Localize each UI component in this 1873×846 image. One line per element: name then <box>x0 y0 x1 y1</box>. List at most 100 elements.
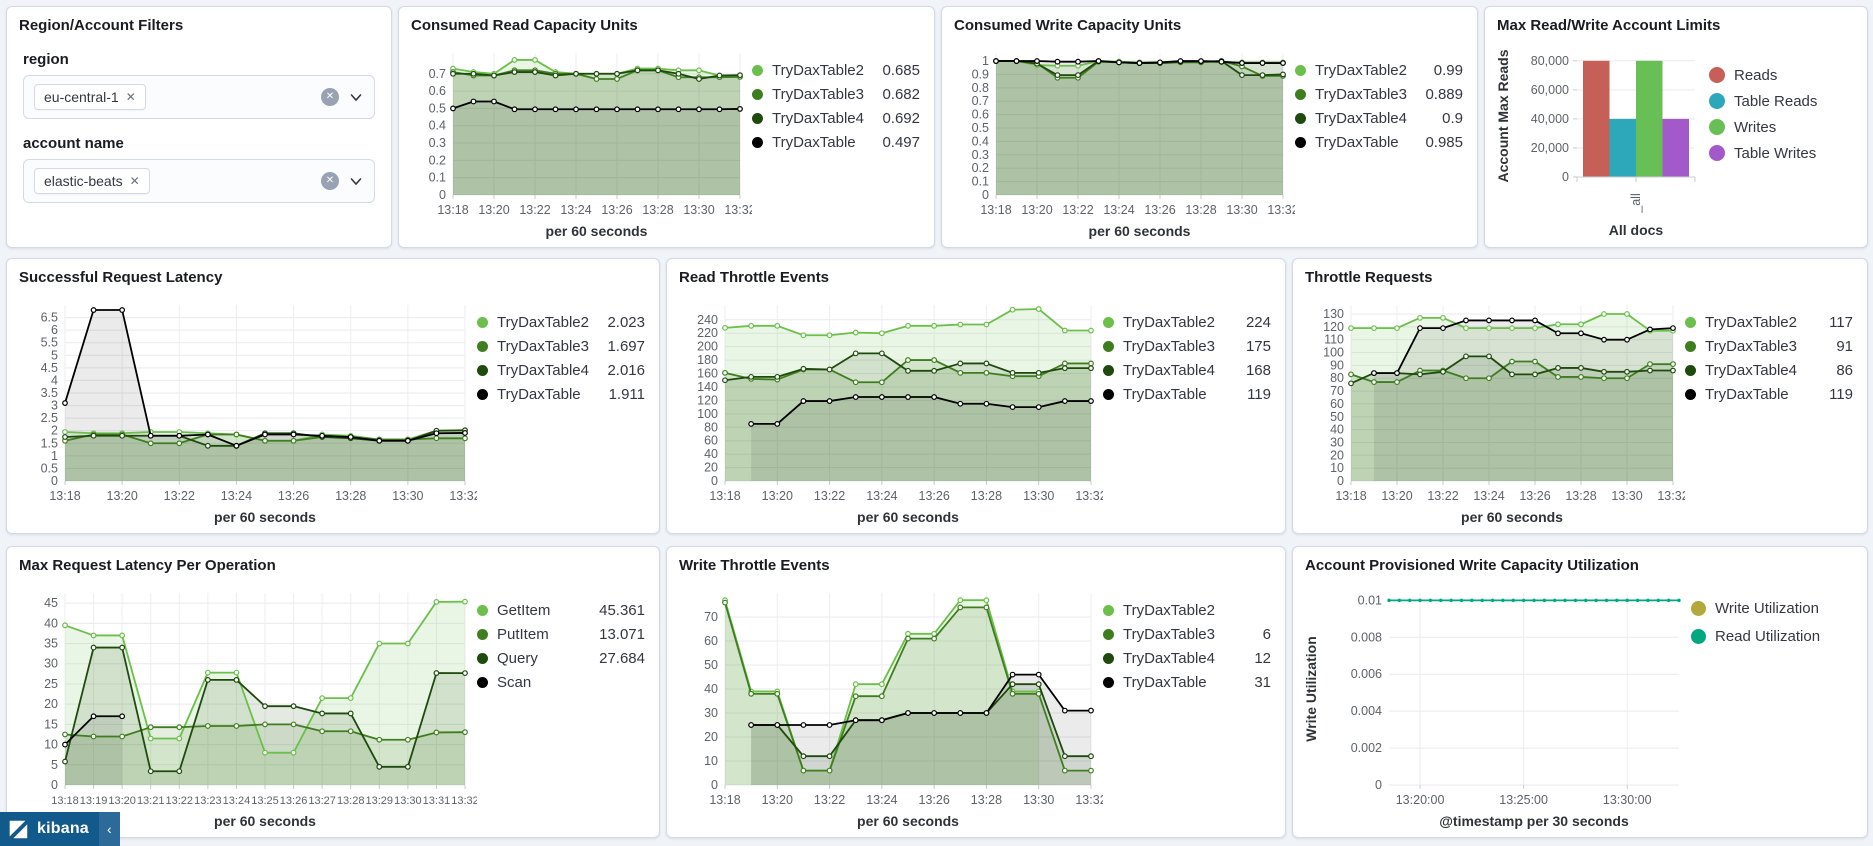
svg-text:13:22: 13:22 <box>164 489 195 503</box>
legend-label: Scan <box>497 674 532 691</box>
legend-dot <box>1103 317 1114 328</box>
clear-selection-icon[interactable]: ✕ <box>321 88 339 106</box>
legend-item[interactable]: TryDaxTable2 0.685 <box>752 63 928 78</box>
remove-pill-icon[interactable]: ✕ <box>129 174 140 188</box>
svg-text:13:18: 13:18 <box>437 203 468 217</box>
svg-text:13:30: 13:30 <box>1023 489 1054 503</box>
legend-label: TryDaxTable2 <box>1123 602 1215 619</box>
legend-item[interactable]: TryDaxTable3 1.697 <box>477 339 653 354</box>
svg-text:13:20: 13:20 <box>1381 489 1412 503</box>
legend-item[interactable]: TryDaxTable3 0.889 <box>1295 87 1471 102</box>
successful-request-latency-chart[interactable]: 00.511.522.533.544.555.566.5 13:18 13:20 13… <box>15 293 477 529</box>
legend-item[interactable]: Table Writes <box>1709 145 1861 161</box>
chart-legend: Write Utilization Read Utilization <box>1691 581 1861 833</box>
account-combobox[interactable]: elastic-beats ✕ ✕ <box>23 159 375 203</box>
panel-title: Throttle Requests <box>1305 269 1433 286</box>
svg-text:13:26: 13:26 <box>278 489 309 503</box>
svg-text:13:26: 13:26 <box>601 203 632 217</box>
legend-item[interactable]: TryDaxTable 31 <box>1103 675 1279 690</box>
legend-label: TryDaxTable <box>497 386 581 403</box>
legend-label: TryDaxTable2 <box>1315 62 1407 79</box>
legend-item[interactable]: TryDaxTable4 0.692 <box>752 111 928 126</box>
svg-text:40: 40 <box>44 616 58 630</box>
legend-item[interactable]: TryDaxTable3 0.682 <box>752 87 928 102</box>
region-combobox[interactable]: eu-central-1 ✕ ✕ <box>23 75 375 119</box>
legend-label: TryDaxTable4 <box>1123 650 1215 667</box>
write-throttle-events-chart[interactable]: 0 10 20 30 40 50 60 70 13:18 13:20 13:22 13:24 13:26… <box>675 581 1103 833</box>
legend-dot <box>1685 365 1696 376</box>
legend-item[interactable]: TryDaxTable2 <box>1103 603 1279 618</box>
legend-item[interactable]: TryDaxTable4 0.9 <box>1295 111 1471 126</box>
remove-pill-icon[interactable]: ✕ <box>125 90 136 104</box>
legend-label: TryDaxTable4 <box>1315 110 1407 127</box>
legend-dot <box>1691 629 1706 644</box>
legend-item[interactable]: Write Utilization <box>1691 601 1861 616</box>
legend-item[interactable]: TryDaxTable 119 <box>1685 387 1861 402</box>
svg-text:13:26: 13:26 <box>1519 489 1550 503</box>
legend-value: 0.685 <box>882 62 920 79</box>
legend-item[interactable]: PutItem 13.071 <box>477 627 653 642</box>
svg-text:13:28: 13:28 <box>971 489 1002 503</box>
collapse-chevron-icon[interactable]: ‹ <box>98 812 120 846</box>
legend-item[interactable]: GetItem 45.361 <box>477 603 653 618</box>
legend-label: Table Writes <box>1734 144 1817 162</box>
chevron-down-icon[interactable] <box>348 89 364 105</box>
legend-item[interactable]: Writes <box>1709 119 1861 135</box>
legend-label: TryDaxTable3 <box>1123 338 1215 355</box>
legend-item[interactable]: TryDaxTable4 86 <box>1685 363 1861 378</box>
legend-value: 2.016 <box>607 362 645 379</box>
svg-text:13:28: 13:28 <box>1185 203 1216 217</box>
legend-item[interactable]: Reads <box>1709 67 1861 83</box>
kibana-logo-area[interactable]: kibana <box>0 812 99 846</box>
panel-max-request-latency-per-operation: Max Request Latency Per Operation 0 5 10 15… <box>6 546 660 838</box>
svg-text:0.5: 0.5 <box>429 101 446 115</box>
legend-value: 12 <box>1254 650 1271 667</box>
svg-text:1: 1 <box>51 449 58 463</box>
legend-item[interactable]: Table Reads <box>1709 93 1861 109</box>
svg-text:90: 90 <box>1330 358 1344 372</box>
legend-dot <box>1103 629 1114 640</box>
legend-item[interactable]: TryDaxTable4 168 <box>1103 363 1279 378</box>
max-limits-bar-chart[interactable]: 0 20,000 40,000 60,000 80,000 _all All docs Acc… <box>1493 41 1709 243</box>
panel-consumed-read-capacity-units: Consumed Read Capacity Units 0 0.1 0.2 0.3 0… <box>398 6 935 248</box>
legend-item[interactable]: Query 27.684 <box>477 651 653 666</box>
svg-text:6: 6 <box>51 323 58 337</box>
legend-item[interactable]: TryDaxTable 0.497 <box>752 135 928 150</box>
legend-item[interactable]: TryDaxTable4 2.016 <box>477 363 653 378</box>
svg-text:0.5: 0.5 <box>972 121 989 135</box>
legend-item[interactable]: TryDaxTable2 224 <box>1103 315 1279 330</box>
region-selected-pill[interactable]: eu-central-1 ✕ <box>34 84 146 110</box>
chevron-down-icon[interactable] <box>348 173 364 189</box>
legend-item[interactable]: Scan <box>477 675 653 690</box>
svg-text:13:30: 13:30 <box>1611 489 1642 503</box>
legend-item[interactable]: TryDaxTable2 2.023 <box>477 315 653 330</box>
legend-item[interactable]: Read Utilization <box>1691 629 1861 644</box>
legend-item[interactable]: TryDaxTable2 117 <box>1685 315 1861 330</box>
legend-item[interactable]: TryDaxTable4 12 <box>1103 651 1279 666</box>
legend-item[interactable]: TryDaxTable2 0.99 <box>1295 63 1471 78</box>
legend-item[interactable]: TryDaxTable3 175 <box>1103 339 1279 354</box>
legend-value: 117 <box>1829 314 1853 331</box>
clear-selection-icon[interactable]: ✕ <box>321 172 339 190</box>
svg-text:13:30: 13:30 <box>683 203 714 217</box>
account-pill-label: elastic-beats <box>44 173 123 189</box>
svg-text:13:26: 13:26 <box>919 793 950 807</box>
legend-item[interactable]: TryDaxTable 0.985 <box>1295 135 1471 150</box>
legend-dot <box>1709 119 1725 135</box>
account-selected-pill[interactable]: elastic-beats ✕ <box>34 168 150 194</box>
consumed-write-capacity-chart[interactable]: 00.10.20.30.40.50.60.70.80.91 13:18 13:20 1… <box>950 41 1295 243</box>
legend-item[interactable]: TryDaxTable 1.911 <box>477 387 653 402</box>
legend-item[interactable]: TryDaxTable3 91 <box>1685 339 1861 354</box>
consumed-read-capacity-chart[interactable]: 0 0.1 0.2 0.3 0.4 0.5 0.6 0.7 13:18 13:20 13:22 13:… <box>407 41 752 243</box>
write-capacity-utilization-chart[interactable]: 0 0.002 0.004 0.006 0.008 0.01 13:20:00 13:25:0… <box>1301 581 1691 833</box>
legend-item[interactable]: TryDaxTable 119 <box>1103 387 1279 402</box>
legend-value: 175 <box>1245 338 1271 355</box>
legend-label: Reads <box>1734 66 1778 84</box>
svg-text:120: 120 <box>697 393 718 407</box>
legend-item[interactable]: TryDaxTable3 6 <box>1103 627 1279 642</box>
svg-text:13:24: 13:24 <box>1103 203 1134 217</box>
legend-label: TryDaxTable2 <box>772 62 864 79</box>
